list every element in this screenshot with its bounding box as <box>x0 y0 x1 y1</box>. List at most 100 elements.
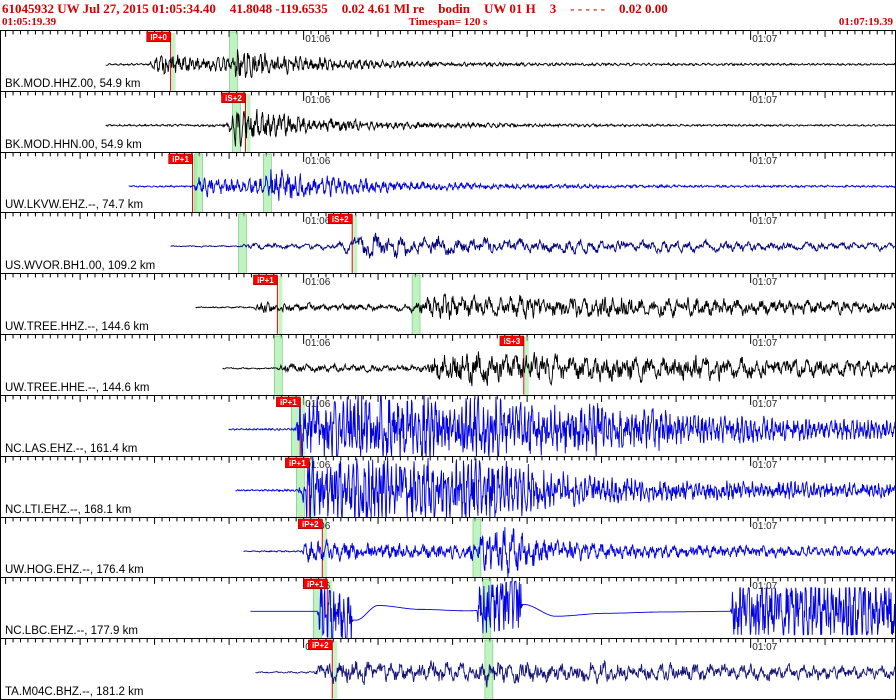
pick-flag-label: iP+2 <box>312 641 329 650</box>
pick-flag[interactable]: iS+2 <box>328 214 353 225</box>
event-coordinates: 41.8048 -119.6535 <box>229 1 328 16</box>
waveform-trace <box>228 395 895 456</box>
waveform-trace <box>255 659 895 688</box>
pick-flag-label: IP+0 <box>150 33 167 42</box>
window-start-time: 01:05:19.39 <box>2 16 57 28</box>
time-label: 01:06 <box>305 460 330 471</box>
waveform-trace <box>105 49 895 79</box>
waveform-trace <box>195 293 895 321</box>
station-label: UW.TREE.HHZ.--, 144.6 km <box>5 321 149 334</box>
pick-flag[interactable]: IP+0 <box>146 31 171 43</box>
station-label: NC.LTI.EHZ.--, 168.1 km <box>5 503 132 516</box>
pick-uncertainty-bar[interactable] <box>472 518 482 578</box>
trace-row: 01:06 01:07 iS+3 UW.TREE.HHE.--, 144.6 km <box>1 334 895 395</box>
station-label: US.WVOR.BH1.00, 109.2 km <box>5 260 156 273</box>
time-label: 01:06 <box>305 155 330 166</box>
time-label: 01:06 <box>305 277 330 288</box>
pick-band <box>278 276 283 335</box>
pick-flag[interactable]: iP+1 <box>253 274 278 286</box>
pick-flag[interactable]: iP+1 <box>285 457 310 468</box>
trace-row: 01:06 01:07 iP+1 UW.LKVW.EHZ.--, 74.7 km <box>1 151 895 213</box>
pick-flag[interactable]: iP+2 <box>308 639 333 651</box>
time-label: 01:06 <box>305 338 330 349</box>
tick-marks <box>5 213 893 223</box>
analyst-name: bodin <box>438 1 471 16</box>
waveform-trace <box>250 581 895 639</box>
waveform-plot[interactable]: 01:06 01:07 iP+1 <box>1 456 895 517</box>
station-label: UW.HOG.EHZ.--, 176.4 km <box>5 564 144 577</box>
pick-flag-label: iP+1 <box>280 398 297 407</box>
pick-flag[interactable]: iS+2 <box>221 92 246 103</box>
tick-marks <box>5 335 893 344</box>
time-window-line: 01:05:19.39 Timespan= 120 s 01:07:19.39 <box>0 16 896 30</box>
time-label: 01:06 <box>305 216 330 227</box>
status-flags: - - - - - <box>570 1 605 16</box>
pick-flag[interactable]: iP+1 <box>168 153 193 164</box>
time-label: 01:07 <box>752 581 777 592</box>
window-end-time: 01:07:19.39 <box>838 16 893 28</box>
pick-flag[interactable]: iP+2 <box>298 518 323 529</box>
time-label: 01:07 <box>752 34 777 45</box>
trace-row: 01:06 01:07 iP+1 NC.LAS.EHZ.--, 161.4 km <box>1 394 895 456</box>
tick-marks <box>5 91 893 101</box>
pick-band <box>310 458 315 517</box>
network-source-code: UW 01 H <box>484 1 536 16</box>
event-depth-magnitude: 0.02 4.61 Ml re <box>341 1 425 16</box>
pick-flag-label: iS+3 <box>504 337 521 346</box>
pick-count: 3 <box>549 1 557 16</box>
waveform-trace <box>128 168 895 201</box>
waveform-trace <box>222 351 895 387</box>
pick-flag-label: iS+2 <box>225 94 242 103</box>
event-header: 61045932 UW Jul 27, 2015 01:05:34.40 41.… <box>0 0 896 30</box>
pick-uncertainty-bar[interactable] <box>274 335 283 395</box>
time-label: 01:06 <box>305 34 330 45</box>
station-label: UW.LKVW.EHZ.--, 74.7 km <box>5 199 144 212</box>
station-label: NC.LBC.EHZ.--, 177.9 km <box>5 625 138 638</box>
time-label: 01:07 <box>752 338 777 349</box>
waveform-plot[interactable]: 01:06 01:07 iS+2 <box>1 91 895 152</box>
waveform-plot[interactable]: 01:06 01:07 iP+1 <box>1 152 895 213</box>
waveform-trace <box>170 233 895 259</box>
waveform-plot[interactable]: 01:06 01:07 iP+1 <box>1 274 895 335</box>
time-label: 01:07 <box>752 155 777 166</box>
station-label: NC.LAS.EHZ.--, 161.4 km <box>5 442 138 455</box>
pick-flag-label: iP+1 <box>307 580 324 589</box>
time-label: 01:07 <box>752 460 777 471</box>
trace-panels: 01:06 01:07 IP+0 BK.MOD.HHZ.00, 54.9 km 01:0… <box>0 30 896 700</box>
pick-uncertainty-bar[interactable] <box>238 214 247 274</box>
waveform-plot[interactable]: 01:06 01:07 iS+3 <box>1 335 895 395</box>
event-summary-line: 61045932 UW Jul 27, 2015 01:05:34.40 41.… <box>0 0 896 16</box>
time-label: 01:07 <box>752 277 777 288</box>
trace-row: 01:06 01:07 iS+2 US.WVOR.BH1.00, 109.2 km <box>1 212 895 274</box>
waveform-trace <box>243 526 895 577</box>
trace-row: 01:06 01:07 iP+1 NC.LTI.EHZ.--, 168.1 km <box>1 455 895 517</box>
waveform-plot[interactable]: 01:06 01:07 IP+0 <box>1 31 895 91</box>
pick-band <box>333 641 338 699</box>
trace-row: 01:06 01:07 iS+2 BK.MOD.HHN.00, 54.9 km <box>1 90 895 152</box>
pick-flag[interactable]: iP+1 <box>303 579 328 590</box>
waveform-plot[interactable]: 01:06 01:07 iS+2 <box>1 213 895 274</box>
pick-band <box>353 215 358 274</box>
trace-row: 01:06 01:07 IP+0 BK.MOD.HHZ.00, 54.9 km <box>1 30 895 91</box>
waveform-trace <box>235 456 895 517</box>
pick-flag-label: iS+2 <box>332 215 349 224</box>
station-label: TA.M04C.BHZ.--, 181.2 km <box>5 685 144 698</box>
station-label: BK.MOD.HHZ.00, 54.9 km <box>5 77 141 90</box>
residual-values: 0.02 0.00 <box>618 1 668 16</box>
time-label: 01:07 <box>752 520 777 531</box>
station-label: UW.TREE.HHE.--, 144.6 km <box>5 381 150 394</box>
pick-flag-label: iP+1 <box>289 459 306 468</box>
time-label: 01:07 <box>752 216 777 227</box>
pick-band <box>193 154 198 213</box>
tick-marks <box>5 274 893 284</box>
pick-flag[interactable]: iP+1 <box>276 396 301 407</box>
pick-flag[interactable]: iS+3 <box>499 335 525 347</box>
time-label: 01:07 <box>752 399 777 410</box>
